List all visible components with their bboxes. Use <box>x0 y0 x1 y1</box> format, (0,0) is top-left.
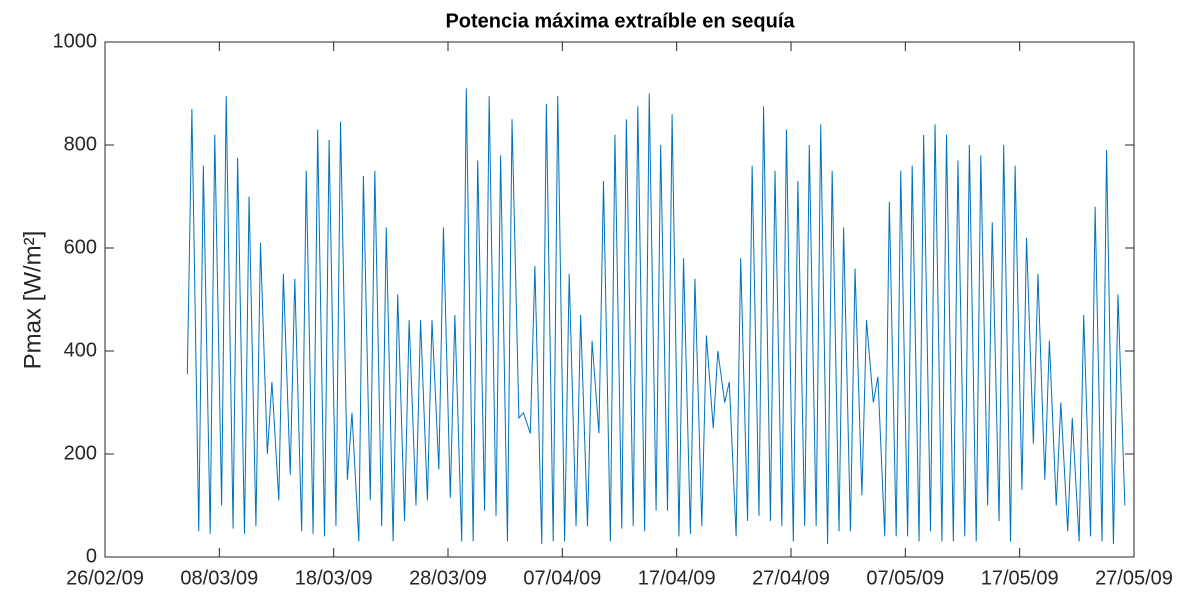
x-tick-label: 07/04/09 <box>523 567 601 589</box>
y-tick-label: 200 <box>64 442 97 464</box>
x-tick-label: 18/03/09 <box>295 567 373 589</box>
x-tick-label: 27/05/09 <box>1095 567 1173 589</box>
y-tick-label: 1000 <box>53 30 98 52</box>
x-tick-label: 28/03/09 <box>409 567 487 589</box>
data-line <box>186 88 1126 545</box>
y-tick-label: 0 <box>86 545 97 567</box>
y-tick-label: 600 <box>64 236 97 258</box>
x-tick-label: 08/03/09 <box>180 567 258 589</box>
chart-title: Potencia máxima extraíble en sequía <box>445 10 795 32</box>
plot-frame <box>104 41 1135 558</box>
x-tick-label: 26/02/09 <box>66 567 144 589</box>
x-tick-label: 07/05/09 <box>866 567 944 589</box>
x-tick-label: 17/04/09 <box>638 567 716 589</box>
y-axis-label: Pmax [W/m²] <box>19 231 46 370</box>
y-tick-label: 800 <box>64 133 97 155</box>
x-tick-label: 27/04/09 <box>752 567 830 589</box>
y-tick-label: 400 <box>64 339 97 361</box>
x-tick-label: 17/05/09 <box>981 567 1059 589</box>
